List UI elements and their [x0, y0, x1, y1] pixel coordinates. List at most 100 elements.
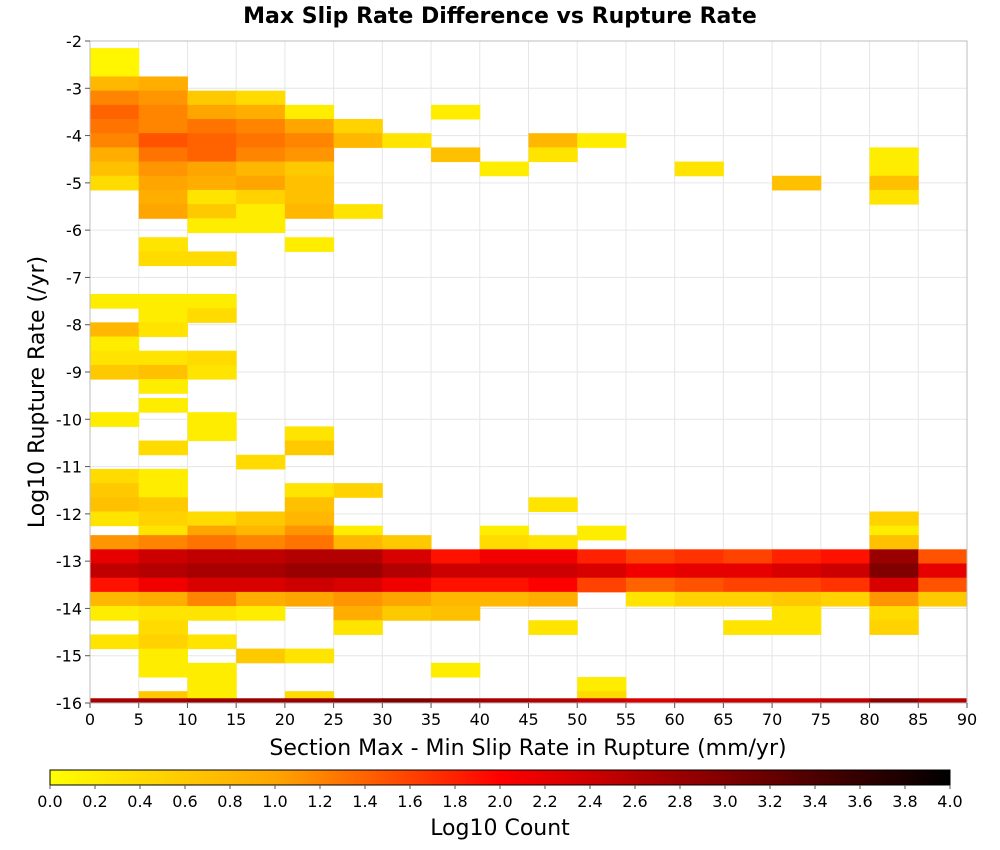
heatmap-cell: [918, 563, 968, 579]
heatmap-cell: [138, 189, 188, 205]
heatmap-cell: [138, 204, 188, 219]
heatmap-cell: [382, 577, 432, 593]
heatmap-cell: [431, 698, 481, 704]
heatmap-cell: [187, 426, 237, 442]
heatmap-cell: [528, 591, 578, 607]
heatmap-cell: [869, 591, 919, 607]
heatmap-cell: [869, 175, 919, 191]
heatmap-cell: [918, 591, 968, 607]
heatmap-cell: [479, 577, 529, 593]
y-tick-label: -7: [66, 268, 82, 287]
x-axis-label: Section Max - Min Slip Rate in Rupture (…: [269, 736, 786, 761]
colorbar-tick-label: 3.0: [712, 792, 737, 811]
heatmap-cell: [431, 662, 481, 678]
heatmap-cell: [138, 563, 188, 579]
x-tick-label: 90: [957, 710, 977, 729]
colorbar-tick-label: 2.6: [622, 792, 647, 811]
heatmap-cell: [479, 698, 529, 704]
heatmap-cell: [382, 591, 432, 607]
heatmap-cell: [528, 620, 578, 635]
heatmap-cell: [236, 161, 286, 177]
colorbar-tick-label: 3.6: [847, 792, 872, 811]
heatmap-cell: [138, 606, 188, 621]
heatmap-cell: [236, 606, 286, 621]
heatmap-cell: [187, 161, 237, 177]
y-tick-label: -9: [66, 363, 82, 382]
heatmap-cell: [90, 483, 140, 498]
heatmap-cell: [284, 237, 335, 252]
heatmap-cell: [625, 563, 676, 579]
heatmap-cell: [284, 497, 335, 512]
heatmap-cell: [138, 634, 188, 650]
heatmap-cell: [479, 549, 529, 565]
heatmap-cell: [333, 483, 383, 498]
heatmap-cell: [820, 591, 871, 607]
heatmap-cell: [90, 497, 140, 512]
heatmap-cell: [577, 549, 627, 565]
heatmap-cell: [772, 606, 822, 621]
heatmap-cell: [138, 350, 188, 366]
heatmap-cell: [187, 698, 237, 704]
heatmap-cell: [284, 591, 335, 607]
heatmap-cell: [284, 648, 335, 664]
heatmap-cell: [236, 133, 286, 148]
heatmap-cell: [382, 698, 432, 704]
heatmap-cell: [138, 161, 188, 177]
heatmap-cell: [187, 577, 237, 593]
heatmap-cell: [187, 364, 237, 380]
heatmap-cell: [431, 591, 481, 607]
heatmap-cell: [236, 511, 286, 527]
heatmap-cell: [236, 204, 286, 219]
heatmap-cell: [772, 577, 822, 593]
heatmap-cell: [187, 308, 237, 323]
heatmap-cell: [284, 511, 335, 527]
heatmap-cell: [284, 440, 335, 456]
heatmap-cell: [138, 698, 188, 704]
heatmap-cell: [869, 189, 919, 205]
heatmap-cell: [284, 133, 335, 148]
heatmap-cell: [674, 563, 724, 579]
heatmap-cell: [479, 563, 529, 579]
heatmap-cell: [138, 76, 188, 92]
heatmap-cell: [138, 90, 188, 106]
heatmap-cell: [236, 104, 286, 120]
heatmap-cell: [869, 161, 919, 177]
heatmap-cell: [90, 119, 140, 134]
y-tick-label: -4: [66, 127, 82, 146]
y-tick-label: -10: [56, 410, 82, 429]
colorbar-tick-label: 3.4: [802, 792, 827, 811]
heatmap-cell: [772, 175, 822, 191]
heatmap-cell: [528, 535, 578, 550]
heatmap-cell: [382, 535, 432, 550]
heatmap-cell: [90, 549, 140, 565]
heatmap-cell: [869, 549, 919, 565]
heatmap-cell: [577, 577, 627, 593]
heatmap-cell: [431, 577, 481, 593]
x-tick-label: 75: [811, 710, 831, 729]
heatmap-cell: [674, 577, 724, 593]
heatmap-cell: [333, 133, 383, 148]
heatmap-cell: [284, 104, 335, 120]
y-tick-label: -11: [56, 458, 82, 477]
heatmap-cell: [333, 119, 383, 134]
x-tick-label: 5: [134, 710, 144, 729]
heatmap-cell: [90, 322, 140, 338]
heatmap-cell: [869, 620, 919, 635]
heatmap-cell: [187, 133, 237, 148]
heatmap-cell: [479, 161, 529, 177]
colorbar-tick-label: 0.2: [82, 792, 107, 811]
heatmap-cell: [90, 606, 140, 621]
heatmap-cell: [90, 161, 140, 177]
heatmap-cell: [138, 591, 188, 607]
y-axis-ticks: -2 -3 -4 -5 -6 -7 -8 -9 -10 -11 -12 -13 -14 -15 -16: [56, 32, 90, 713]
heatmap-cell: [236, 218, 286, 234]
heatmap-cell: [138, 133, 188, 148]
heatmap-cell: [138, 440, 188, 456]
colorbar-tick-label: 1.6: [397, 792, 422, 811]
heatmap-cell: [577, 698, 627, 704]
heatmap-cell: [284, 189, 335, 205]
heatmap-cell: [187, 634, 237, 650]
heatmap-cell: [431, 104, 481, 120]
heatmap-cell: [674, 698, 724, 704]
heatmap-cell: [187, 591, 237, 607]
